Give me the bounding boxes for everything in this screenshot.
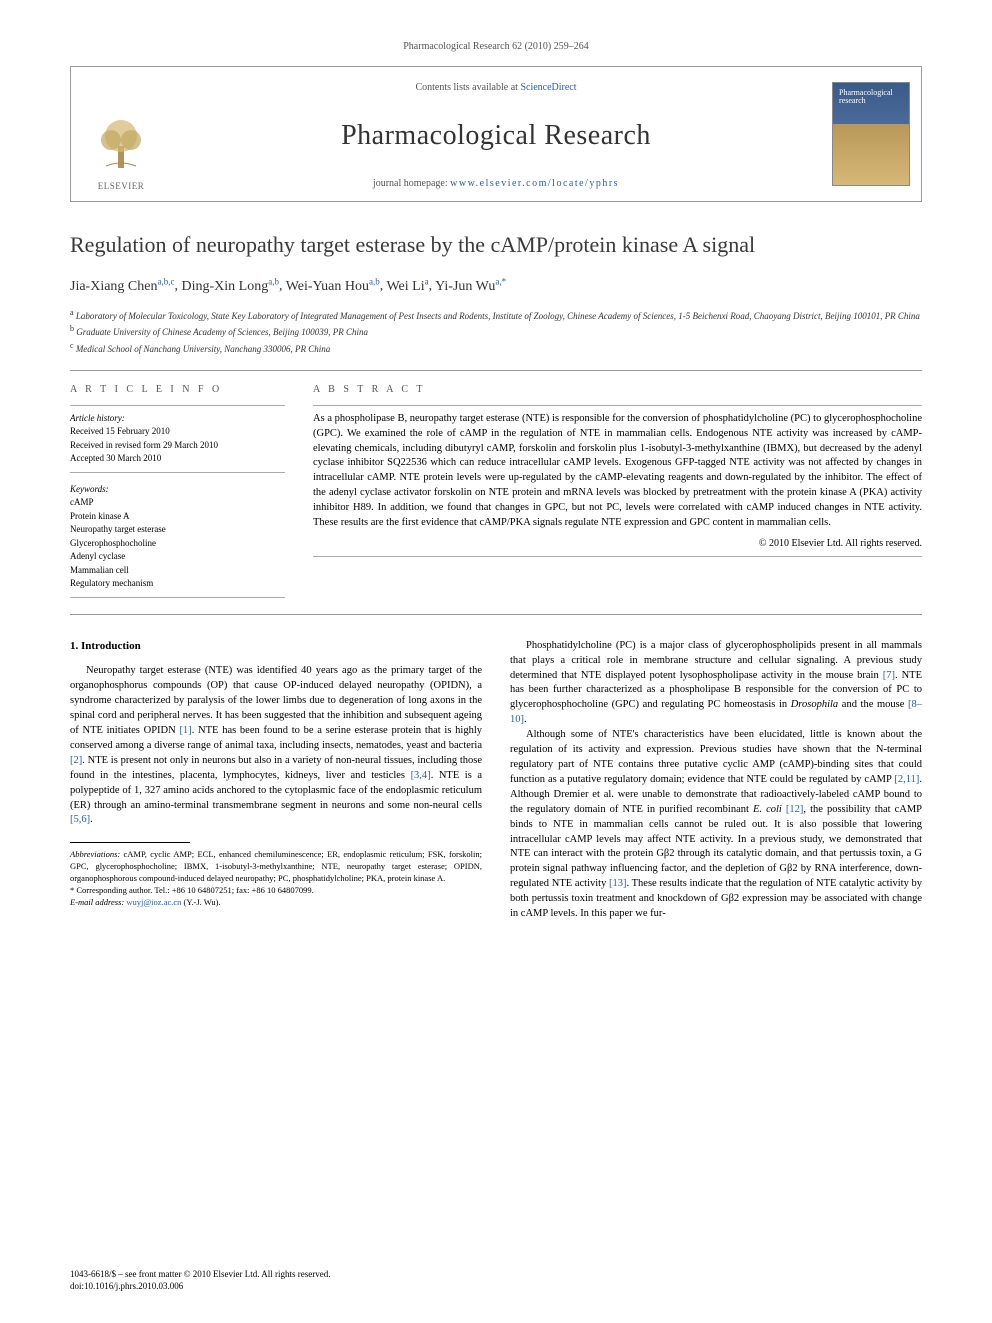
history-received: Received 15 February 2010 [70,425,285,439]
intro-paragraph-2: Phosphatidylcholine (PC) is a major clas… [510,639,922,728]
divider [313,405,922,406]
journal-cover-thumbnail [832,82,910,186]
keyword: Mammalian cell [70,564,285,578]
keyword: Glycerophosphocholine [70,537,285,551]
author: Ding-Xin Longa,b [181,279,278,294]
keyword: Adenyl cyclase [70,550,285,564]
article-history: Article history: Received 15 February 20… [70,412,285,466]
keyword: cAMP [70,496,285,510]
article-info-column: A R T I C L E I N F O Article history: R… [70,383,285,604]
author: Wei-Yuan Houa,b [286,279,380,294]
publisher-logo-area: ELSEVIER [71,67,171,201]
page-footer: 1043-6618/$ – see front matter © 2010 El… [70,1268,922,1293]
doi-line: doi:10.1016/j.phrs.2010.03.006 [70,1280,922,1293]
citation-link[interactable]: [3,4] [411,770,431,781]
author-list: Jia-Xiang Chena,b,c, Ding-Xin Longa,b, W… [70,275,922,297]
contents-available-line: Contents lists available at ScienceDirec… [415,81,576,95]
header-center: Contents lists available at ScienceDirec… [171,67,821,201]
left-column: 1. Introduction Neuropathy target estera… [70,639,482,922]
divider [313,556,922,557]
corr-text: Tel.: +86 10 64807251; fax: +86 10 64807… [154,885,313,895]
author: Yi-Jun Wua,* [435,279,506,294]
citation-link[interactable]: [12] [786,804,804,815]
history-revised: Received in revised form 29 March 2010 [70,439,285,453]
footnote-divider [70,842,190,843]
journal-header-box: ELSEVIER Contents lists available at Sci… [70,66,922,202]
history-accepted: Accepted 30 March 2010 [70,452,285,466]
citation-link[interactable]: [7] [883,670,895,681]
keyword: Neuropathy target esterase [70,523,285,537]
abbreviations-footnote: Abbreviations: cAMP, cyclic AMP; ECL, en… [70,849,482,885]
divider [70,614,922,615]
abbrev-text: cAMP, cyclic AMP; ECL, enhanced chemilum… [70,849,482,883]
citation-link[interactable]: [2,11] [894,774,919,785]
running-head: Pharmacological Research 62 (2010) 259–2… [70,40,922,54]
homepage-prefix: journal homepage: [373,178,450,189]
history-label: Article history: [70,412,285,426]
citation-link[interactable]: [2] [70,755,82,766]
footnotes: Abbreviations: cAMP, cyclic AMP; ECL, en… [70,849,482,908]
keywords-block: Keywords: cAMP Protein kinase A Neuropat… [70,483,285,591]
divider [70,597,285,598]
contents-prefix: Contents lists available at [415,82,520,93]
abstract-text: As a phospholipase B, neuropathy target … [313,412,922,531]
cover-thumbnail-area [821,67,921,201]
corr-label: * Corresponding author. [70,885,154,895]
divider [70,370,922,371]
abbrev-label: Abbreviations: [70,849,120,859]
keyword: Regulatory mechanism [70,577,285,591]
keywords-label: Keywords: [70,483,285,497]
abstract-heading: A B S T R A C T [313,383,922,397]
affiliation: b Graduate University of Chinese Academy… [70,323,922,340]
email-suffix: (Y.-J. Wu). [181,897,220,907]
issn-line: 1043-6618/$ – see front matter © 2010 El… [70,1268,922,1281]
affiliation: c Medical School of Nanchang University,… [70,340,922,357]
email-link[interactable]: wuyj@ioz.ac.cn [126,897,181,907]
corresponding-author-footnote: * Corresponding author. Tel.: +86 10 648… [70,885,482,897]
divider [70,405,285,406]
sciencedirect-link[interactable]: ScienceDirect [520,82,576,93]
email-footnote: E-mail address: wuyj@ioz.ac.cn (Y.-J. Wu… [70,897,482,909]
intro-paragraph-1: Neuropathy target esterase (NTE) was ide… [70,664,482,828]
copyright-line: © 2010 Elsevier Ltd. All rights reserved… [313,537,922,551]
citation-link[interactable]: [5,6] [70,814,90,825]
author: Jia-Xiang Chena,b,c [70,279,174,294]
publisher-name: ELSEVIER [98,180,145,192]
article-title: Regulation of neuropathy target esterase… [70,230,922,260]
elsevier-tree-icon [91,116,151,176]
intro-paragraph-3: Although some of NTE's characteristics h… [510,728,922,922]
homepage-link[interactable]: www.elsevier.com/locate/yphrs [450,178,619,189]
citation-link[interactable]: [1] [179,725,191,736]
divider [70,472,285,473]
info-abstract-row: A R T I C L E I N F O Article history: R… [70,383,922,604]
article-info-heading: A R T I C L E I N F O [70,383,285,397]
introduction-heading: 1. Introduction [70,639,482,655]
right-column: Phosphatidylcholine (PC) is a major clas… [510,639,922,922]
citation-link[interactable]: [13] [609,878,627,889]
affiliation: a Laboratory of Molecular Toxicology, St… [70,307,922,324]
journal-name: Pharmacological Research [341,117,651,155]
author: Wei Lia [386,279,428,294]
citation-link[interactable]: [8–10] [510,699,922,725]
abstract-column: A B S T R A C T As a phospholipase B, ne… [313,383,922,604]
body-columns: 1. Introduction Neuropathy target estera… [70,639,922,922]
email-label: E-mail address: [70,897,126,907]
keyword: Protein kinase A [70,510,285,524]
affiliation-list: a Laboratory of Molecular Toxicology, St… [70,307,922,357]
homepage-line: journal homepage: www.elsevier.com/locat… [373,177,619,191]
